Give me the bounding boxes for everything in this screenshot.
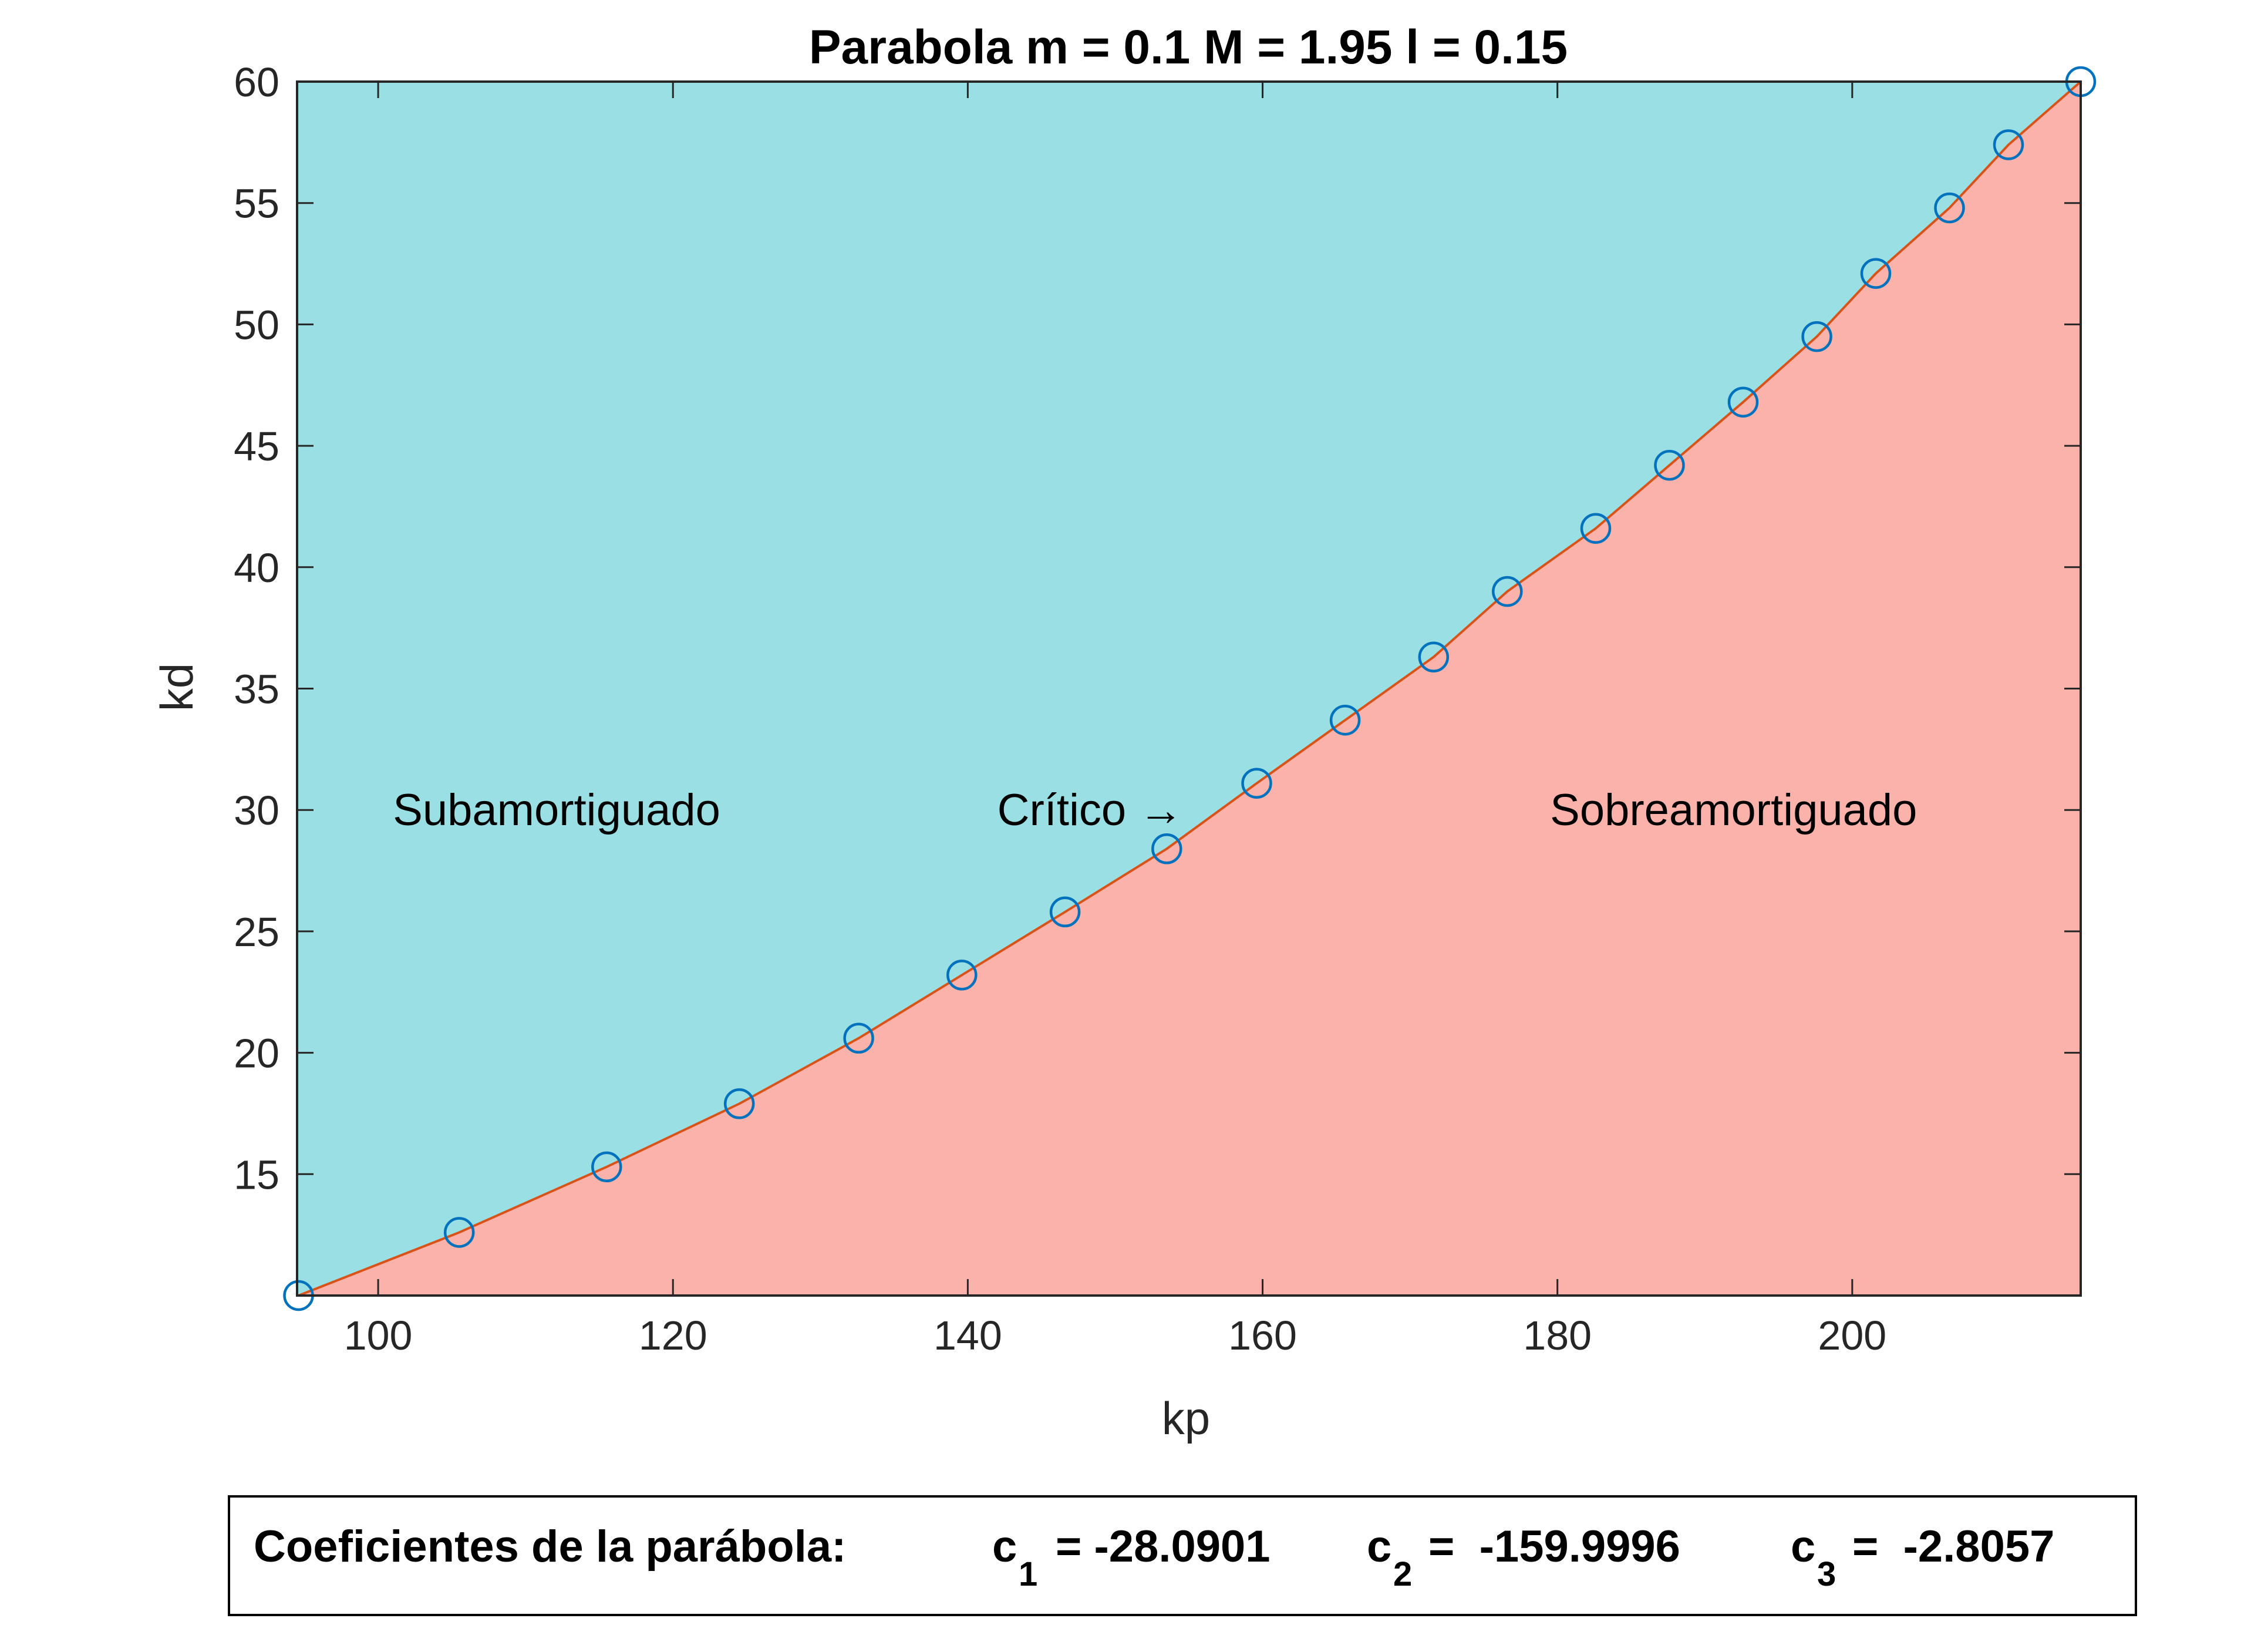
data-markers — [283, 66, 2097, 1311]
x-tick-label: 200 — [1818, 1313, 1886, 1358]
y-tick-label: 50 — [234, 302, 279, 348]
c2-value: = -159.9996 — [1428, 1522, 1680, 1572]
data-point — [1418, 641, 1450, 673]
data-point — [723, 1088, 755, 1119]
c1-symbol: c — [992, 1522, 1017, 1572]
x-tick-label: 160 — [1228, 1313, 1297, 1358]
y-tick-label: 15 — [234, 1152, 279, 1197]
coefficients-label: Coeficientes de la parábola: — [254, 1522, 846, 1572]
c2-symbol: c — [1367, 1522, 1391, 1572]
y-tick-label: 45 — [234, 423, 279, 469]
c3-value: = -2.8057 — [1852, 1522, 2054, 1572]
x-ticks: 100 120 140 160 180 200 — [344, 82, 1886, 1358]
c3-subscript: 3 — [1817, 1555, 1836, 1593]
data-point — [1492, 576, 1523, 607]
x-tick-label: 120 — [639, 1313, 707, 1358]
x-tick-label: 100 — [344, 1313, 413, 1358]
c2-subscript: 2 — [1393, 1555, 1412, 1593]
lower-region-fill — [297, 82, 2081, 1296]
y-ticks: 15 20 25 30 35 40 45 50 55 60 — [234, 59, 2081, 1197]
y-tick-label: 35 — [234, 667, 279, 712]
c1-value: = -28.0901 — [1056, 1522, 1271, 1572]
c1-subscript: 1 — [1019, 1555, 1037, 1593]
y-tick-label: 25 — [234, 909, 279, 955]
x-tick-label: 180 — [1523, 1313, 1592, 1358]
data-point — [1860, 258, 1892, 289]
data-point — [1993, 129, 2024, 160]
annotation-sobreamortiguado: Sobreamortiguado — [1550, 785, 1917, 835]
y-tick-label: 20 — [234, 1031, 279, 1076]
x-axis-label: kp — [1162, 1392, 1210, 1444]
data-point — [1049, 896, 1081, 928]
data-point — [843, 1022, 874, 1054]
y-axis-label: kd — [151, 663, 203, 711]
y-tick-label: 30 — [234, 788, 279, 833]
data-point — [1934, 192, 1965, 224]
annotation-subamortiguado: Subamortiguado — [393, 785, 720, 835]
data-point — [1329, 704, 1361, 736]
chart-title: Parabola m = 0.1 M = 1.95 l = 0.15 — [809, 21, 1568, 74]
data-point — [443, 1217, 475, 1248]
data-point — [1654, 449, 1685, 481]
data-point — [1580, 513, 1612, 544]
y-tick-label: 60 — [234, 59, 279, 105]
x-tick-label: 140 — [934, 1313, 1002, 1358]
y-tick-label: 40 — [234, 545, 279, 591]
data-point — [1801, 321, 1832, 352]
annotation-critico: Crítico → — [997, 785, 1184, 835]
data-point — [946, 960, 978, 991]
c3-symbol: c — [1791, 1522, 1815, 1572]
data-point — [1151, 833, 1182, 864]
y-tick-label: 55 — [234, 181, 279, 227]
data-point — [1241, 768, 1272, 799]
upper-region-fill — [297, 82, 2081, 1296]
coefficients-box — [228, 1495, 2137, 1616]
data-point — [591, 1151, 622, 1183]
data-point — [1727, 386, 1759, 418]
